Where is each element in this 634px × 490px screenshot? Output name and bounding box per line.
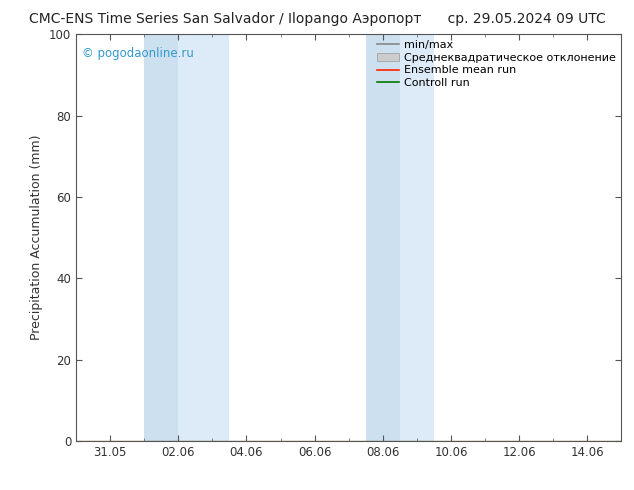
Bar (366, 34, 400, 441)
Bar (144, 34, 178, 441)
Bar (178, 34, 230, 441)
Legend: min/max, Среднеквадратическое отклонение, Ensemble mean run, Controll run: min/max, Среднеквадратическое отклонение… (375, 38, 618, 91)
Text: © pogodaonline.ru: © pogodaonline.ru (82, 47, 193, 59)
Text: CMC-ENS Time Series San Salvador / Ilopango Аэропорт      ср. 29.05.2024 09 UTC: CMC-ENS Time Series San Salvador / Ilopa… (29, 12, 605, 26)
Bar (400, 34, 434, 441)
Y-axis label: Precipitation Accumulation (mm): Precipitation Accumulation (mm) (30, 135, 43, 341)
